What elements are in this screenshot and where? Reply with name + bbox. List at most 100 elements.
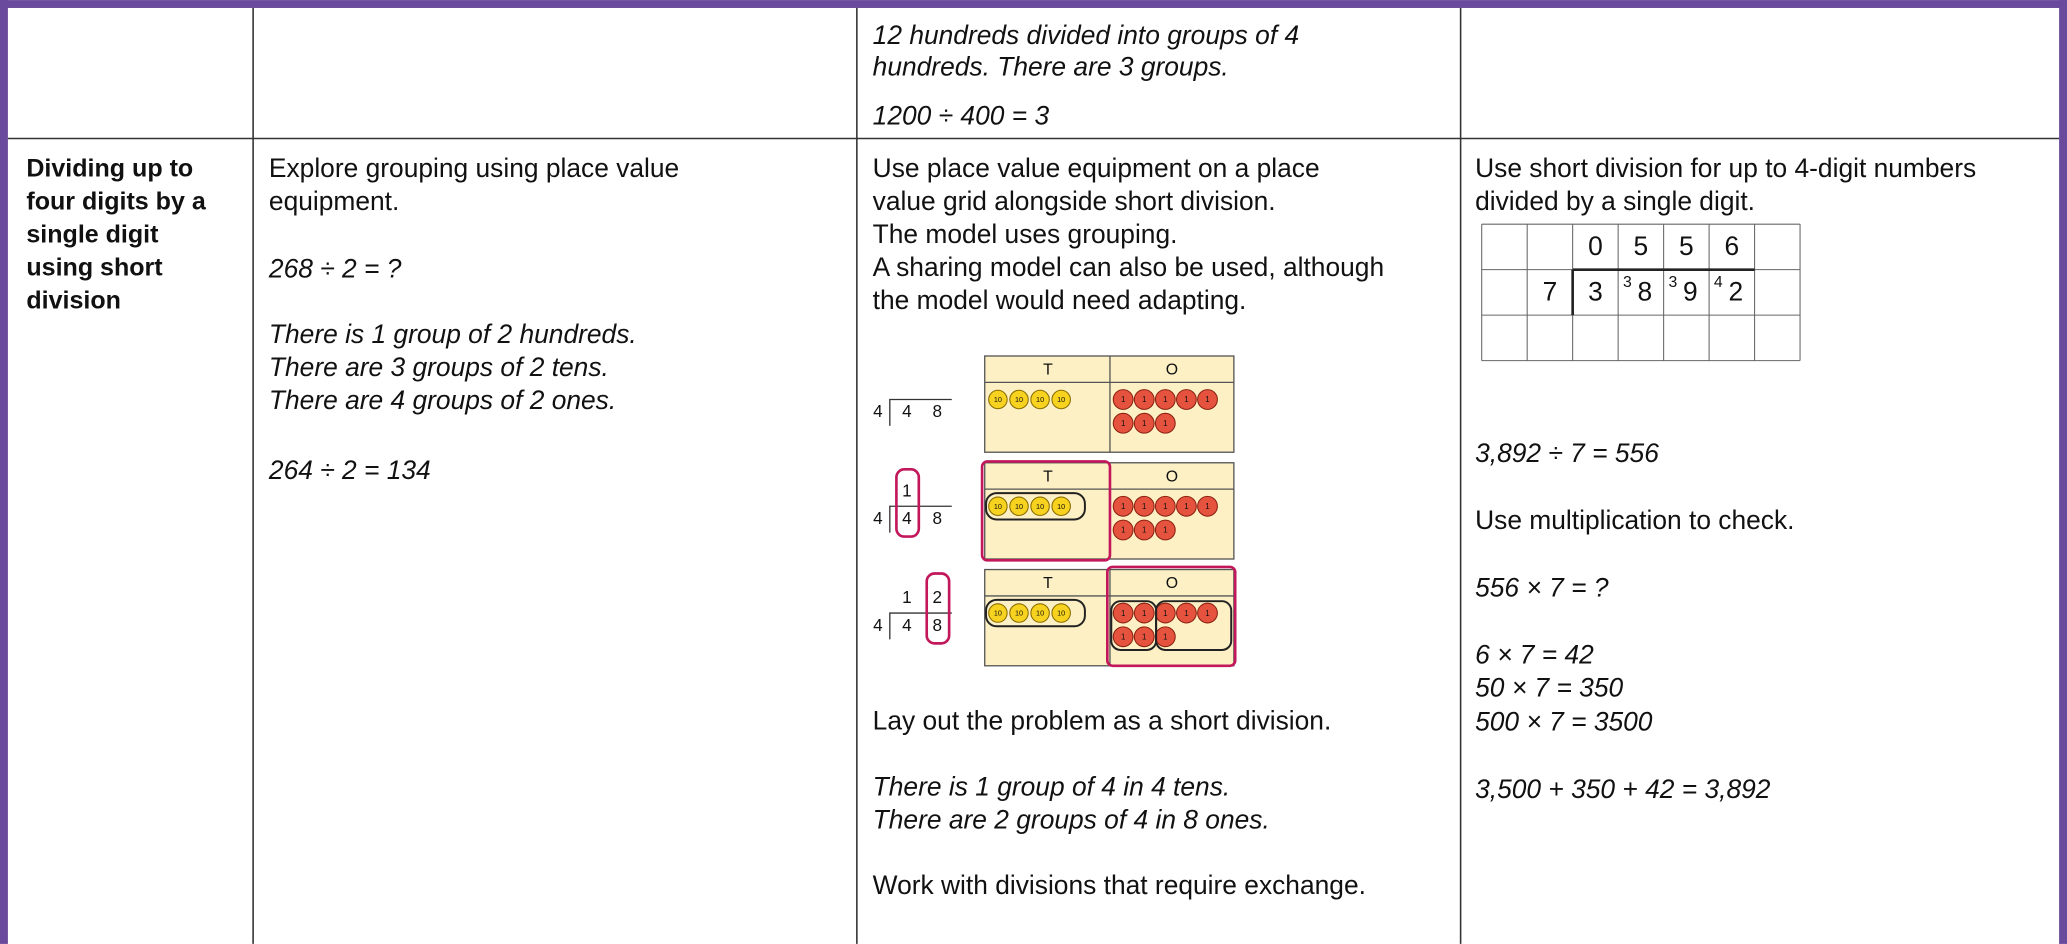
counter-label: 10 <box>994 502 1002 511</box>
counter-label: 1 <box>1205 502 1209 511</box>
exchange-digit: 3 <box>1668 274 1677 291</box>
counter-label: 1 <box>1184 609 1188 618</box>
group-loop <box>1155 600 1233 651</box>
ones-counter <box>1154 412 1176 434</box>
tens-counter <box>1009 389 1029 410</box>
ones-counter <box>1112 412 1134 434</box>
tens-counter <box>1030 603 1050 623</box>
counter-label: 1 <box>1205 395 1209 404</box>
ones-counter <box>1197 495 1218 517</box>
tens-counter <box>1051 603 1071 623</box>
counter-label: 10 <box>1015 609 1023 618</box>
row-heading: using short <box>26 254 163 282</box>
divisor: 4 <box>873 615 883 635</box>
ones-counter <box>1197 389 1218 410</box>
division-bracket <box>889 612 952 640</box>
highlight <box>925 572 951 645</box>
quotient-digit: 1 <box>902 587 912 607</box>
text-line: 3,892 ÷ 7 = 556 <box>1475 438 1659 468</box>
place-value-panel: 4 4 8 1 2 T O 10 10 10 10 1 1 1 1 1 1 1 1 <box>873 565 1237 668</box>
column-header: O <box>1166 468 1178 485</box>
column-header: T <box>1043 362 1053 379</box>
text-line: There are 3 groups of 2 tens. <box>269 352 609 382</box>
divisor: 4 <box>873 401 883 421</box>
tens-counter <box>1030 389 1050 410</box>
text-line: the model would need adapting. <box>873 285 1247 315</box>
text-line: 50 × 7 = 350 <box>1475 672 1623 702</box>
ones-counter <box>1112 389 1134 410</box>
tens-counter <box>1009 603 1029 623</box>
column-header: T <box>1043 575 1053 592</box>
tens-counter <box>988 389 1008 410</box>
table-grid <box>7 7 2060 944</box>
quotient-digit: 1 <box>902 480 912 500</box>
counter-label: 1 <box>1121 419 1125 428</box>
place-value-panel: 4 4 8 T O 10 10 10 10 1 1 1 1 1 1 1 1 <box>873 355 1235 453</box>
text-line: There is 1 group of 2 hundreds. <box>269 319 637 349</box>
quotient-digit: 0 <box>1588 231 1603 261</box>
text-line: There are 2 groups of 4 in 8 ones. <box>873 804 1270 834</box>
tens-counter <box>1051 389 1071 410</box>
ones-counter <box>1112 519 1134 541</box>
frame-top <box>0 0 2067 8</box>
tens-counter <box>988 603 1008 623</box>
ones-counter <box>1154 389 1176 410</box>
ones-counter <box>1133 519 1155 541</box>
ones-counter <box>1133 626 1155 648</box>
counter-label: 10 <box>1057 609 1065 618</box>
row-heading: Dividing up to <box>26 155 193 183</box>
column-header: T <box>1043 468 1053 485</box>
tens-counter <box>988 496 1008 517</box>
counter-label: 1 <box>1163 526 1167 535</box>
text-line: 556 × 7 = ? <box>1475 572 1609 602</box>
dividend-digit: 3 <box>1588 277 1603 307</box>
ones-counter <box>1176 389 1197 410</box>
ones-counter <box>1112 602 1134 624</box>
dividend-digit: 8 <box>933 615 943 635</box>
divisor: 7 <box>1543 277 1558 307</box>
counter-label: 10 <box>1036 609 1044 618</box>
text-line: There is 1 group of 4 in 4 tens. <box>873 771 1231 801</box>
text-line: The model uses grouping. <box>873 219 1178 249</box>
text-line: 6 × 7 = 42 <box>1475 640 1594 670</box>
dividend-digit: 8 <box>933 508 943 528</box>
text-line: Use multiplication to check. <box>1475 505 1794 535</box>
text-line: Use place value equipment on a place <box>873 153 1320 183</box>
text-line: 12 hundreds divided into groups of 4 <box>873 20 1299 50</box>
quotient-digit: 2 <box>933 587 943 607</box>
row-heading: four digits by a <box>26 188 206 216</box>
counter-label: 1 <box>1184 502 1188 511</box>
short-division-grid: 0 5 5 67 3 83 93 24 <box>1481 223 1801 362</box>
counter-label: 1 <box>1142 633 1146 642</box>
counter-label: 1 <box>1205 609 1209 618</box>
ones-counter <box>1154 519 1176 541</box>
text-line: 268 ÷ 2 = ? <box>268 253 402 283</box>
counter-label: 1 <box>1121 633 1125 642</box>
text-line: Lay out the problem as a short division. <box>873 705 1332 735</box>
counter-label: 1 <box>1184 395 1188 404</box>
dividend-digit: 8 <box>1637 277 1652 307</box>
dividend-digit: 2 <box>1728 277 1743 307</box>
counter-label: 10 <box>1015 502 1023 511</box>
counter-label: 1 <box>1121 526 1125 535</box>
counter-label: 1 <box>1163 395 1167 404</box>
counter-label: 1 <box>1163 633 1167 642</box>
ones-counter <box>1133 389 1155 410</box>
text-line: 3,500 + 350 + 42 = 3,892 <box>1475 774 1771 804</box>
text-line: There are 4 groups of 2 ones. <box>269 385 616 415</box>
exchange-digit: 3 <box>1623 274 1632 291</box>
ones-counter <box>1133 602 1155 624</box>
counter-label: 1 <box>1142 419 1146 428</box>
text-line: value grid alongside short division. <box>873 186 1276 216</box>
ones-counter <box>1176 602 1197 624</box>
counter-label: 1 <box>1142 395 1146 404</box>
ones-counter <box>1112 626 1134 648</box>
counter-label: 10 <box>994 609 1002 618</box>
counter-label: 1 <box>1121 395 1125 404</box>
text-line: A sharing model can also be used, althou… <box>873 252 1384 282</box>
text-line: equipment. <box>269 186 399 216</box>
text-line: 500 × 7 = 3500 <box>1475 707 1653 737</box>
text-line: 1200 ÷ 400 = 3 <box>873 100 1050 130</box>
counter-label: 10 <box>1015 395 1023 404</box>
dividend-digit: 4 <box>902 401 912 421</box>
